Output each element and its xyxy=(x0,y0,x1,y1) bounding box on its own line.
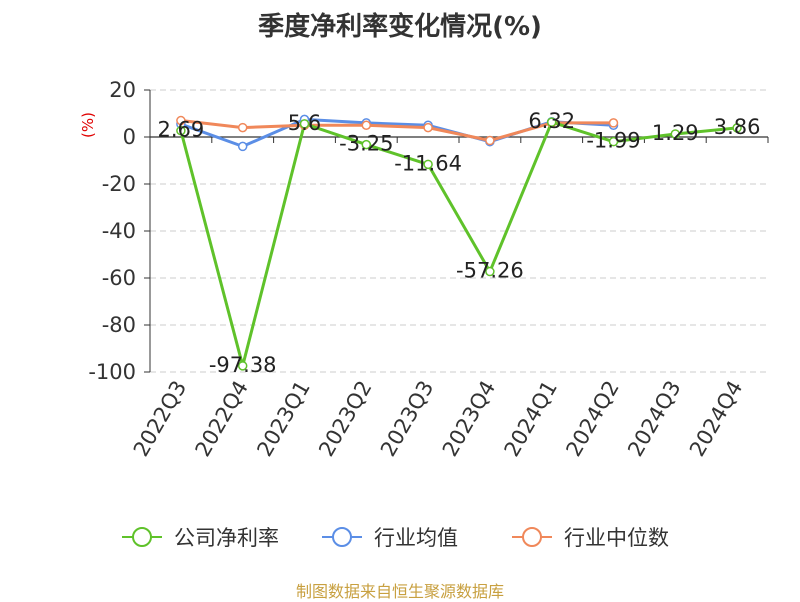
data-point xyxy=(423,159,433,170)
data-point xyxy=(485,135,495,146)
series-line-0 xyxy=(179,120,738,368)
legend-label: 行业均值 xyxy=(374,526,458,550)
x-tick-label: 2024Q2 xyxy=(561,377,623,461)
y-tick-label: -20 xyxy=(102,172,136,196)
data-point xyxy=(670,129,681,139)
data-label: 6.32 xyxy=(528,109,575,133)
series-line-2 xyxy=(180,119,614,142)
y-tick-label: 20 xyxy=(109,78,136,102)
source-note: 制图数据来自恒生聚源数据库 xyxy=(295,582,504,601)
y-tick-label: -60 xyxy=(102,266,136,290)
x-tick-label: 2024Q4 xyxy=(685,377,747,461)
x-tick-label: 2022Q4 xyxy=(191,377,253,461)
data-point xyxy=(299,119,310,129)
y-tick-label: -100 xyxy=(88,360,136,384)
data-point xyxy=(176,115,186,126)
data-label: -57.26 xyxy=(456,259,524,283)
legend-label: 公司净利率 xyxy=(174,526,279,550)
x-tick-label: 2023Q1 xyxy=(252,377,314,461)
y-tick-label: -40 xyxy=(102,219,136,243)
legend-marker xyxy=(332,527,352,547)
legend: 公司净利率 行业均值 行业中位数 xyxy=(122,526,669,550)
x-tick-label: 2023Q4 xyxy=(438,377,500,461)
x-tick-label: 2024Q3 xyxy=(623,377,685,461)
data-label: -97.38 xyxy=(209,353,277,377)
data-point xyxy=(237,122,248,133)
data-point xyxy=(237,361,248,371)
legend-marker xyxy=(522,527,542,547)
data-point xyxy=(361,139,372,150)
data-point xyxy=(546,117,557,127)
x-tick-label: 2024Q1 xyxy=(500,377,562,461)
data-point xyxy=(608,136,619,147)
y-tick-label: 0 xyxy=(123,125,136,149)
data-point xyxy=(423,122,433,133)
legend-label: 行业中位数 xyxy=(564,526,669,550)
data-point xyxy=(732,123,742,133)
data-label: 5.6 xyxy=(288,111,321,135)
data-label: 1.29 xyxy=(652,121,699,145)
data-labels: 2.69 -97.38 5.6 -3.25-11.64 -57.26 6.32 -1.99 1… xyxy=(158,109,761,377)
chart-title: 季度净利率变化情况(%) xyxy=(258,12,542,42)
legend-marker xyxy=(132,527,152,547)
y-ticks: 20 0 -20 -40 -60 -80 -100 xyxy=(88,78,136,384)
x-tick-label: 2023Q2 xyxy=(314,377,376,461)
y-tick-label: -80 xyxy=(102,313,136,337)
data-point xyxy=(361,120,372,130)
y-unit-label: (%) xyxy=(79,112,97,138)
x-tick-label: 2022Q3 xyxy=(129,377,191,461)
data-point xyxy=(485,266,495,277)
x-ticks: 2022Q3 2022Q4 2023Q1 2023Q2 2023Q3 2023Q4 2024… xyxy=(129,376,748,460)
data-point xyxy=(237,141,248,152)
x-tick-label: 2023Q3 xyxy=(376,376,438,460)
data-point xyxy=(176,125,186,136)
data-point xyxy=(608,118,619,128)
series-points xyxy=(176,114,742,371)
data-label: 3.86 xyxy=(714,115,761,139)
axes xyxy=(144,89,769,373)
data-label: 2.69 xyxy=(158,118,205,142)
data-label: -1.99 xyxy=(586,129,640,153)
data-label: -3.25 xyxy=(339,132,393,156)
data-label: -11.64 xyxy=(394,151,462,175)
series-lines xyxy=(179,117,738,368)
